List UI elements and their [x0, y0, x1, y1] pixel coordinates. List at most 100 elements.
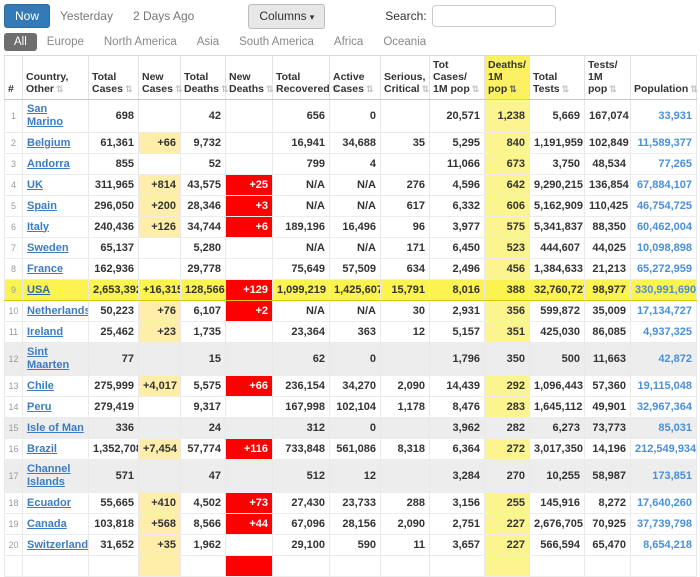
country-link[interactable]: Italy: [27, 220, 50, 233]
cell-total-cases: 336: [88, 417, 139, 439]
cell-population: 17,640,260: [630, 492, 697, 514]
population-link[interactable]: 212,549,934: [635, 442, 697, 455]
cell-deaths-per-1m: 642: [484, 174, 530, 196]
country-link[interactable]: Spain: [27, 199, 57, 212]
country-link[interactable]: Ireland: [27, 325, 64, 338]
cell-new-cases: [138, 555, 181, 577]
rank-cell: 2: [4, 132, 23, 154]
cell-total-cases: 296,050: [88, 195, 139, 217]
country-link[interactable]: UK: [27, 178, 43, 191]
col-header-population[interactable]: Population ⇅: [630, 55, 698, 100]
population-link[interactable]: 11,589,377: [637, 136, 692, 149]
country-link[interactable]: Isle of Man: [27, 421, 84, 434]
country-link[interactable]: Brazil: [27, 442, 57, 455]
cell-total-deaths: 57,774: [180, 438, 226, 460]
population-link[interactable]: 37,739,798: [636, 517, 692, 530]
country-cell: Brazil: [22, 438, 89, 460]
population-link[interactable]: 8,654,218: [643, 538, 692, 551]
country-link[interactable]: Belgium: [27, 136, 71, 149]
tab-europe[interactable]: Europe: [46, 36, 84, 48]
columns-dropdown-button[interactable]: Columns ▾: [248, 3, 326, 29]
country-link[interactable]: Chile: [27, 379, 54, 392]
cell-total-cases: 61,361: [88, 132, 139, 154]
population-link[interactable]: 77,265: [658, 157, 692, 170]
cell-new-cases: [138, 99, 181, 133]
caret-down-icon: ▾: [309, 11, 315, 22]
col-header-total-tests[interactable]: Total Tests ⇅: [529, 55, 585, 100]
cell-serious-critical: [380, 459, 430, 493]
population-link[interactable]: 330,991,690: [635, 283, 697, 296]
col-header-serious-critical[interactable]: Serious, Critical ⇅: [380, 55, 430, 100]
cell-active-cases: N/A: [329, 174, 381, 196]
tab-south-america[interactable]: South America: [239, 36, 314, 48]
tab-oceania[interactable]: Oceania: [383, 36, 427, 48]
tab-africa[interactable]: Africa: [333, 36, 364, 48]
cell-tests-per-1m: 98,977: [584, 279, 631, 301]
col-header-tests-per-1m[interactable]: Tests/ 1M pop ⇅: [584, 55, 631, 100]
country-cell: Canada: [22, 513, 89, 535]
country-link[interactable]: Ecuador: [27, 496, 72, 509]
population-link[interactable]: 173,851: [652, 469, 692, 482]
cell-total-recovered: 67,096: [272, 513, 330, 535]
population-link[interactable]: 17,134,727: [636, 304, 692, 317]
col-header-new-cases[interactable]: New Cases ⇅: [138, 55, 183, 100]
cell-cases-per-1m: 8,476: [429, 396, 485, 418]
population-link[interactable]: 10,098,898: [636, 241, 692, 254]
cell-total-deaths: 5,575: [180, 375, 226, 397]
cell-total-deaths: 9,732: [180, 132, 226, 154]
country-link[interactable]: Sweden: [27, 241, 69, 254]
rank-cell: 13: [4, 375, 23, 397]
cell-deaths-per-1m: 350: [484, 342, 530, 376]
cell-total-cases: 77: [88, 342, 139, 376]
population-link[interactable]: 85,031: [658, 421, 692, 434]
col-header-cases-per-1m[interactable]: Tot Cases/ 1M pop ⇅: [429, 55, 485, 100]
country-link[interactable]: Switzerland: [27, 538, 89, 551]
country-link[interactable]: USA: [27, 283, 51, 296]
cell-deaths-per-1m: 227: [484, 513, 530, 535]
country-link[interactable]: France: [27, 262, 64, 275]
cell-serious-critical: 276: [380, 174, 430, 196]
col-header-active-cases[interactable]: Active Cases ⇅: [329, 55, 381, 100]
population-link[interactable]: 65,272,959: [636, 262, 692, 275]
tab-north-america[interactable]: North America: [103, 36, 177, 48]
population-link[interactable]: 32,967,364: [636, 400, 692, 413]
yesterday-button[interactable]: Yesterday: [50, 5, 123, 27]
population-link[interactable]: 17,640,260: [636, 496, 692, 509]
population-link[interactable]: 67,884,107: [636, 178, 692, 191]
tab-asia[interactable]: Asia: [196, 36, 220, 48]
col-header-label: Serious, Critical: [384, 71, 426, 95]
population-link[interactable]: 46,754,725: [636, 199, 692, 212]
cell-cases-per-1m: 1,796: [429, 342, 485, 376]
population-link[interactable]: 60,462,004: [636, 220, 692, 233]
country-link[interactable]: Andorra: [27, 157, 70, 170]
population-link[interactable]: 19,115,048: [637, 379, 692, 392]
col-header-new-deaths[interactable]: New Deaths ⇅: [225, 55, 274, 100]
cell-active-cases: 0: [329, 99, 381, 133]
tab-all[interactable]: All: [4, 33, 37, 51]
cell-total-recovered: 75,649: [272, 258, 330, 280]
population-link[interactable]: 33,931: [658, 109, 692, 122]
cell-total-recovered: 29,100: [272, 534, 330, 556]
table-row: 20 Switzerland 31,652 +35 1,962 29,100 590 11 3,…: [4, 534, 697, 556]
country-cell: Ireland: [22, 321, 89, 343]
two-days-ago-button[interactable]: 2 Days Ago: [123, 5, 204, 27]
col-header-country[interactable]: Country, Other ⇅: [22, 55, 89, 100]
search-input[interactable]: [431, 5, 556, 27]
col-header-total-recovered[interactable]: Total Recovered⇅: [272, 55, 339, 100]
population-link[interactable]: 42,872: [658, 352, 692, 365]
country-link[interactable]: Canada: [27, 517, 67, 530]
cell-cases-per-1m: 8,016: [429, 279, 485, 301]
country-link[interactable]: San Marino: [27, 103, 64, 128]
population-link[interactable]: 4,937,325: [643, 325, 692, 338]
country-link[interactable]: Sint Maarten: [27, 346, 70, 371]
cell-deaths-per-1m: 356: [484, 300, 530, 322]
cell-total-tests: 1,191,959: [529, 132, 585, 154]
country-link[interactable]: Channel Islands: [27, 463, 71, 488]
col-header-total-cases[interactable]: Total Cases ⇅: [88, 55, 139, 100]
cell-total-deaths: 47: [180, 459, 226, 493]
country-link[interactable]: Netherlands: [27, 304, 89, 317]
col-header-deaths-per-1m[interactable]: Deaths/ 1M pop ⇅: [484, 55, 530, 100]
now-button[interactable]: Now: [4, 4, 51, 28]
country-link[interactable]: Peru: [27, 400, 52, 413]
col-header-total-deaths[interactable]: Total Deaths ⇅: [180, 55, 229, 100]
